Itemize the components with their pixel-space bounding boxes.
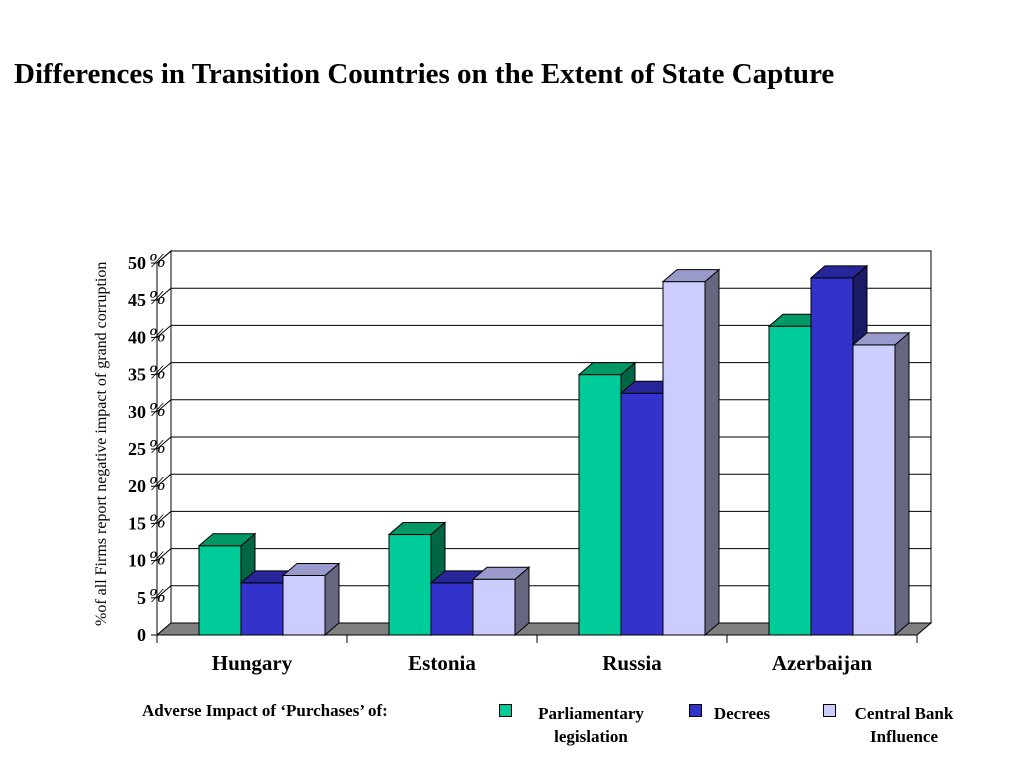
y-tick-percent: %: [149, 585, 166, 607]
y-tick-label: 40: [128, 327, 146, 347]
bar-top: [471, 566, 531, 580]
bar-side: [894, 331, 910, 637]
y-tick-percent: %: [149, 362, 166, 384]
y-tick-percent: %: [149, 548, 166, 570]
legend-caption: Adverse Impact of ‘Purchases’ of:: [142, 701, 388, 720]
y-tick-percent: %: [149, 324, 166, 346]
y-tick-label: 30: [128, 402, 146, 422]
bar-top: [387, 522, 447, 536]
y-tick-label: 10: [128, 551, 146, 571]
chart-title: Differences in Transition Countries on t…: [14, 58, 835, 90]
y-tick-label: 25: [128, 439, 146, 459]
legend-item-central-bank: Central Bank Influence: [840, 702, 968, 748]
legend-item-parliamentary: Parliamentary legislation: [522, 702, 660, 748]
bar-top: [809, 265, 869, 279]
legend-item-decrees: Decrees: [705, 702, 779, 725]
legend-swatch-parliamentary: [499, 704, 512, 717]
y-tick-percent: %: [149, 250, 166, 272]
bar: [768, 325, 812, 636]
bar: [388, 534, 432, 636]
bar-side: [704, 268, 720, 637]
bar: [430, 582, 474, 636]
y-tick-label: 15: [128, 513, 146, 533]
y-tick-label: 45: [128, 290, 146, 310]
bar-top: [851, 332, 911, 346]
bar-chart: 05 %10 %15 %20 %25 %30 %35 %40 %45 %50 %Hungary Est…: [128, 249, 933, 675]
y-tick-percent: %: [149, 399, 166, 421]
bar: [472, 578, 516, 636]
bar: [240, 582, 284, 636]
bar: [810, 277, 854, 636]
x-category-label: Hungary: [212, 651, 293, 675]
x-category-label: Estonia: [408, 651, 476, 675]
bar: [282, 574, 326, 636]
legend-label-line2: Influence: [870, 727, 938, 746]
bar: [578, 374, 622, 636]
y-tick-percent: %: [149, 287, 166, 309]
gridline: [156, 250, 931, 264]
y-tick-percent: %: [149, 473, 166, 495]
x-category-label: Russia: [602, 651, 662, 675]
y-tick-label: 20: [128, 476, 146, 496]
bar-top: [197, 533, 257, 547]
legend-label-line2: legislation: [554, 727, 628, 746]
y-tick-label: 35: [128, 365, 146, 385]
y-tick-label: 0: [137, 625, 146, 645]
bar: [662, 281, 706, 636]
bar-top: [577, 362, 637, 376]
y-tick-label: 5: [137, 588, 146, 608]
bar-top: [281, 562, 341, 576]
y-tick-percent: %: [149, 436, 166, 458]
legend-swatch-decrees: [689, 704, 702, 717]
y-tick-percent: %: [149, 510, 166, 532]
x-category-label: Azerbaijan: [772, 651, 873, 675]
legend-label-line1: Central Bank: [854, 704, 954, 723]
y-tick-label: 50: [128, 253, 146, 273]
bar-top: [661, 269, 721, 283]
bar: [852, 344, 896, 636]
legend-swatch-central-bank: [823, 704, 836, 717]
bar: [620, 392, 664, 636]
bar: [198, 545, 242, 636]
legend-label-line1: Decrees: [713, 704, 771, 723]
legend-label-line1: Parliamentary: [538, 704, 644, 723]
